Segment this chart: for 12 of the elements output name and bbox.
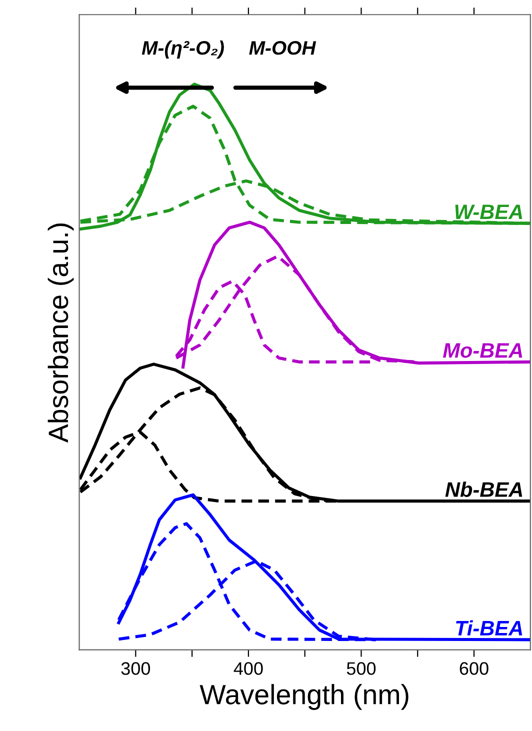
- y-axis-title: Absorbance (a.u.): [48, 224, 74, 443]
- series-label: Nb-BEA: [445, 482, 522, 497]
- series-label: Mo-BEA: [443, 343, 522, 358]
- text: M-OOH: [249, 41, 316, 55]
- x-tick-label: 400: [234, 662, 263, 675]
- x-tick-label: 500: [346, 662, 376, 675]
- x-tick-label: 600: [460, 662, 488, 675]
- x-axis-title: Wavelength (nm): [200, 684, 408, 710]
- series-label: W-BEA: [455, 204, 522, 220]
- series-label: Ti-BEA: [456, 620, 522, 636]
- x-tick-label: 300: [121, 662, 150, 675]
- text: M-(η²-O₂): [142, 40, 224, 59]
